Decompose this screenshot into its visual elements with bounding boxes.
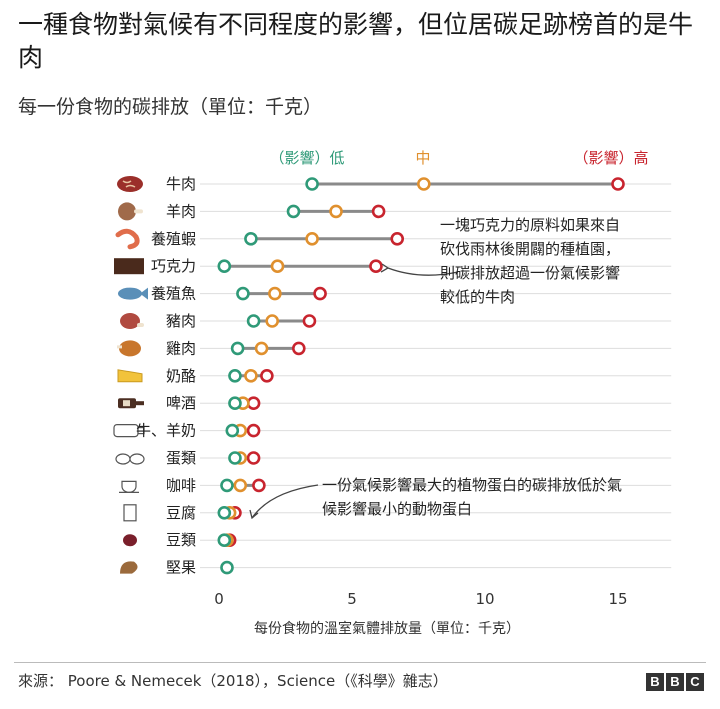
- marker-low: [246, 314, 261, 328]
- marker-mid: [329, 204, 343, 219]
- annotation-arrow-protein: [251, 484, 319, 519]
- annotation-line: 候影響最小的動物蛋白: [322, 500, 472, 518]
- annotation-arrowhead-chocolate: [380, 263, 390, 273]
- source-note: 來源： Poore & Nemecek（2018），Science（《科學》雜志…: [18, 672, 448, 690]
- annotation-line: 較低的牛肉: [440, 288, 515, 306]
- fish-icon: [118, 287, 148, 300]
- category-label: 養殖魚: [151, 285, 196, 303]
- marker-high: [611, 177, 625, 191]
- beer-icon: [118, 398, 144, 409]
- bbc-logo: B B C: [646, 673, 704, 691]
- marker-mid: [233, 478, 248, 493]
- marker-low: [228, 368, 242, 383]
- shrimp-icon: [115, 228, 140, 250]
- marker-high: [252, 478, 266, 493]
- marker-high: [302, 314, 317, 328]
- annotation-line: 一份氣候影響最大的植物蛋白的碳排放低於氣: [322, 476, 622, 494]
- marker-high: [246, 423, 261, 438]
- marker-mid: [268, 286, 282, 301]
- marker-mid: [244, 368, 258, 383]
- annotation-line: 砍伐雨林後開闢的種植園，: [440, 240, 620, 258]
- x-axis-label: 每份食物的溫室氣體排放量（單位：千克）: [254, 620, 520, 637]
- footer-divider: [14, 662, 706, 663]
- x-tick-label: 15: [608, 590, 627, 608]
- category-label: 羊肉: [166, 202, 196, 220]
- marker-mid: [417, 177, 431, 191]
- chocolate-icon: [114, 258, 144, 275]
- category-label: 豆腐: [166, 504, 196, 522]
- tofu-icon: [123, 504, 137, 522]
- marker-high: [371, 204, 386, 219]
- marker-high: [313, 286, 327, 301]
- marker-mid: [270, 259, 285, 274]
- chart-title: 一種食物對氣候有不同程度的影響，但位居碳足跡榜首的是牛肉: [18, 10, 694, 72]
- pork-icon: [120, 313, 144, 329]
- marker-low: [236, 286, 250, 301]
- marker-low: [225, 423, 240, 438]
- beans-icon: [123, 534, 137, 547]
- marker-low: [305, 177, 319, 191]
- annotation-line: 一塊巧克力的原料如果來自: [440, 216, 620, 234]
- cheese-icon: [117, 369, 143, 383]
- category-label: 啤酒: [166, 394, 196, 412]
- legend-low: （影響）低: [269, 149, 344, 167]
- lamb-icon: [118, 202, 143, 221]
- marker-low: [217, 505, 232, 520]
- category-label: 巧克力: [151, 257, 196, 275]
- marker-mid: [265, 314, 280, 328]
- marker-mid: [305, 232, 319, 246]
- marker-low: [217, 533, 232, 548]
- chart-subtitle: 每一份食物的碳排放（單位：千克）: [18, 96, 323, 118]
- marker-low: [244, 232, 258, 246]
- x-tick-label: 5: [347, 590, 357, 608]
- marker-low: [220, 560, 234, 575]
- marker-low: [286, 204, 301, 219]
- marker-high: [246, 451, 261, 465]
- legend-high: （影響）高: [573, 149, 648, 167]
- category-label: 豆類: [166, 531, 196, 549]
- logo-letter: B: [646, 673, 664, 691]
- x-tick-label: 0: [214, 590, 224, 608]
- marker-high: [260, 368, 274, 383]
- x-tick-label: 10: [475, 590, 494, 608]
- marker-high: [291, 341, 306, 356]
- logo-letter: C: [686, 673, 704, 691]
- marker-low: [230, 341, 245, 356]
- marker-low: [220, 478, 234, 493]
- category-label: 咖啡: [166, 476, 196, 494]
- category-label: 堅果: [166, 559, 196, 577]
- marker-high: [369, 259, 383, 274]
- annotation-arrow-chocolate: [387, 267, 459, 276]
- annotation-line: 則碳排放超過一份氣候影響: [440, 264, 620, 282]
- marker-mid: [254, 341, 269, 356]
- category-label: 蛋類: [166, 449, 196, 467]
- coffee-icon: [119, 480, 139, 493]
- legend-mid: 中: [415, 149, 430, 167]
- marker-low: [228, 451, 242, 465]
- category-label: 養殖蝦: [151, 230, 196, 248]
- nuts-icon: [120, 561, 138, 574]
- category-label: 牛、羊奶: [136, 422, 196, 440]
- logo-letter: B: [666, 673, 684, 691]
- steak-icon: [117, 176, 143, 192]
- category-label: 豬肉: [166, 312, 196, 330]
- milk-icon: [113, 424, 145, 438]
- marker-low: [217, 259, 232, 274]
- category-label: 奶酪: [166, 367, 196, 385]
- eggs-icon: [115, 453, 145, 465]
- chicken-icon: [117, 340, 141, 357]
- marker-high: [390, 232, 405, 246]
- annotation-arrowhead-protein: [249, 509, 259, 520]
- marker-low: [228, 396, 242, 411]
- category-label: 雞肉: [166, 339, 196, 357]
- category-label: 牛肉: [166, 175, 196, 193]
